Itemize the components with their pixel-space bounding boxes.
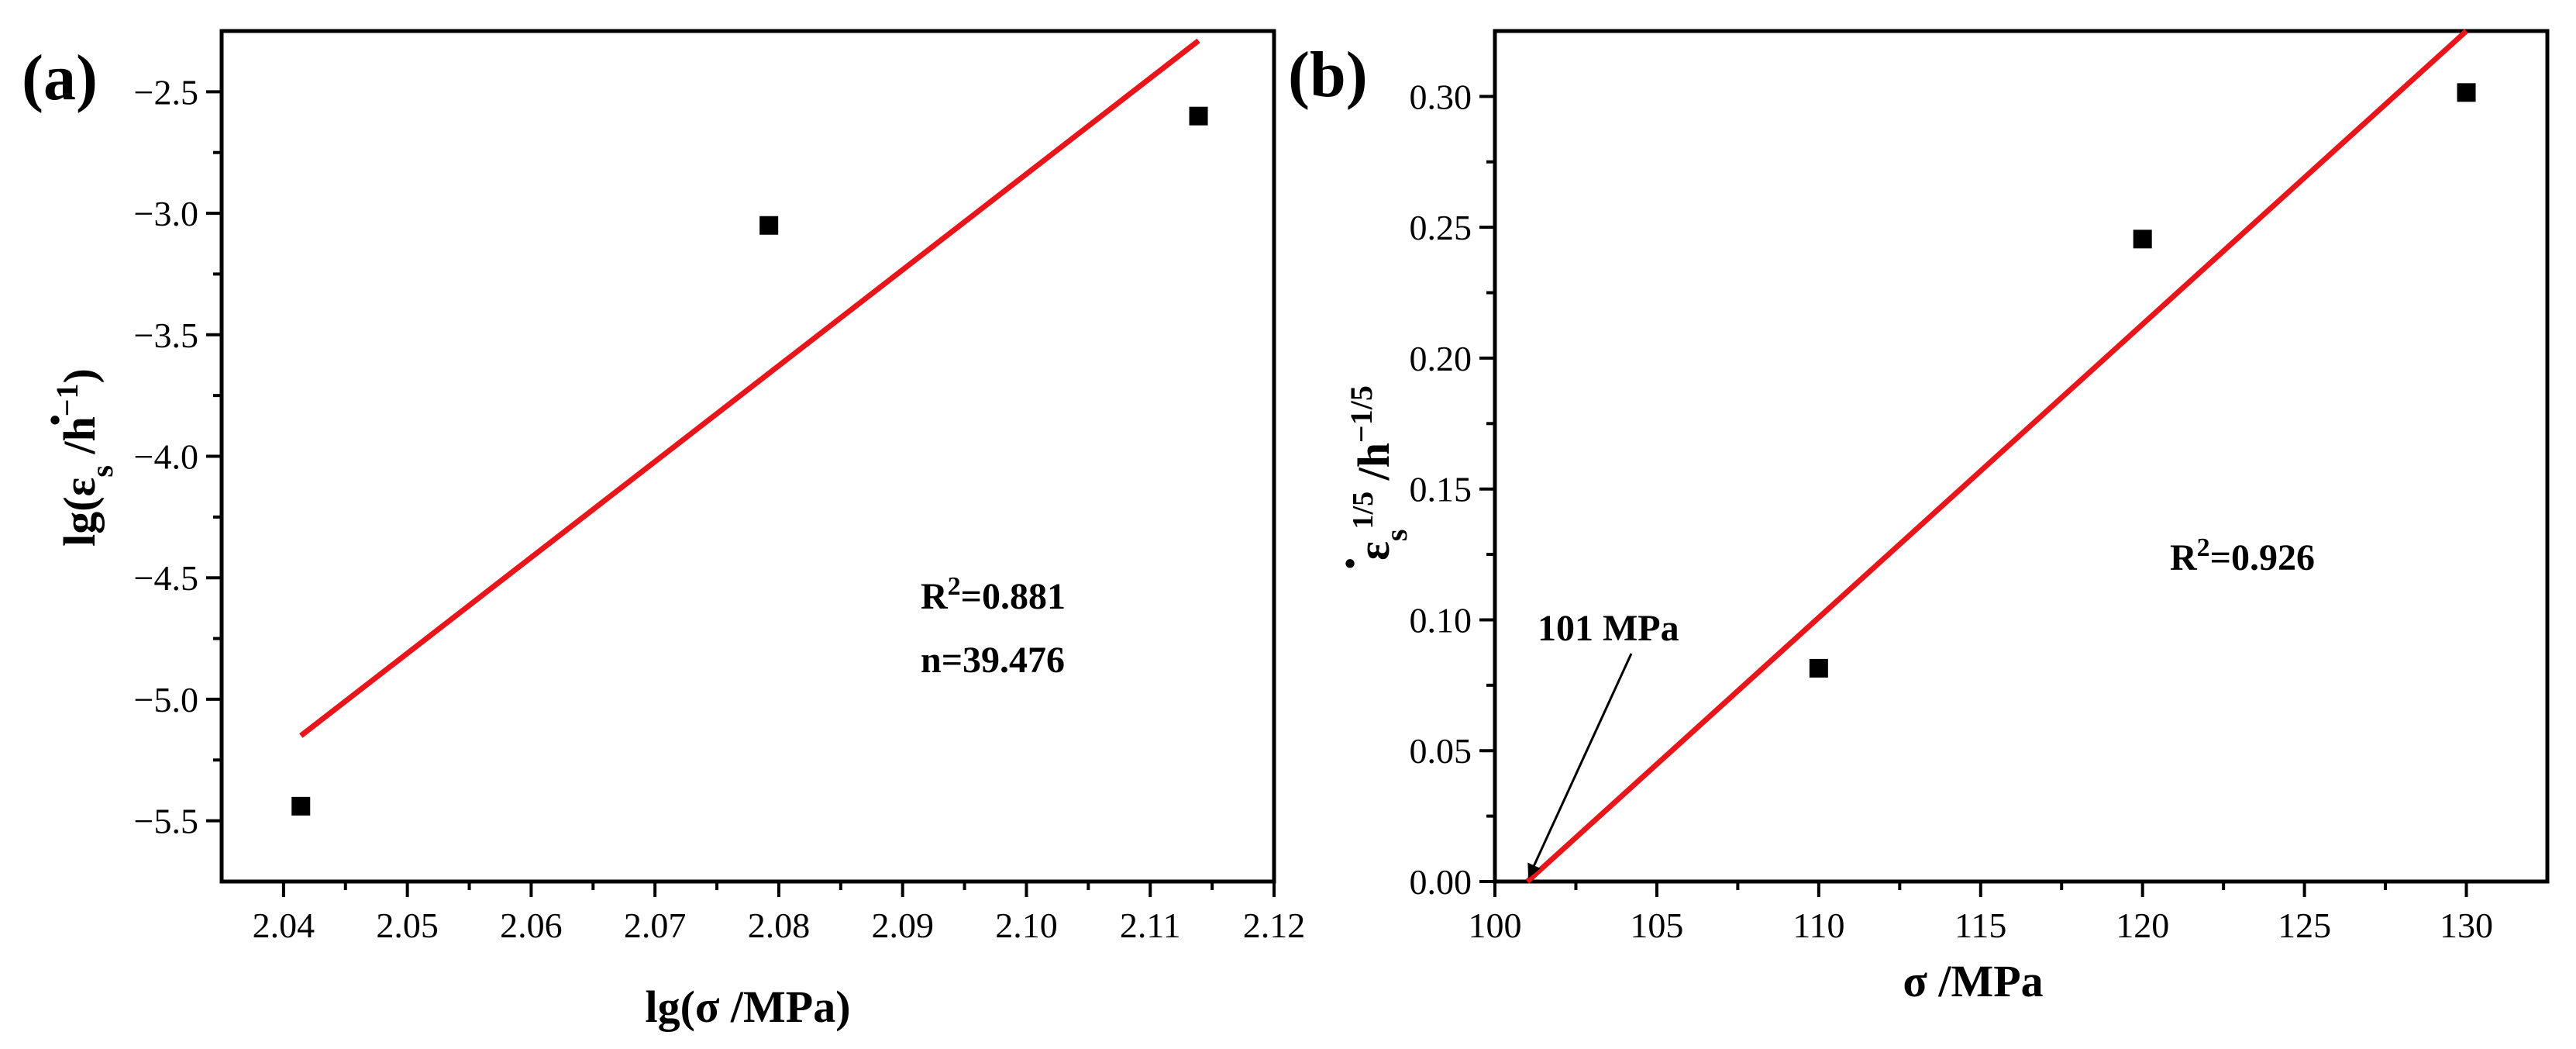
panel-b-fit-line [1525,29,2468,884]
panel-a-plot-frame [219,29,1276,884]
x-tick-label: 2.11 [1120,906,1181,945]
panel-b-x-axis-title: σ /MPa [1903,956,2043,1006]
y-tick-label: 0.25 [1410,208,1472,247]
y-tick-label: 0.15 [1410,470,1472,509]
x-tick-label: 2.09 [871,906,934,945]
data-point [291,796,311,816]
y-tick-label: 0.05 [1410,731,1472,771]
y-tick-label: 0.20 [1410,339,1472,378]
panel-a-r2-annotation: R2=0.881 [921,572,1066,618]
panel-a-y-axis-title: lg(εs /h−1) [50,368,119,547]
panel-b-ticks [1479,95,2468,897]
x-tick-label: 105 [1630,906,1683,945]
x-tick-label: 115 [1954,906,2006,945]
panel-a-data-points [291,106,1208,816]
y-tick-label: −2.5 [134,72,198,112]
panel-b-y-axis-title: εs1/5 /h−1/5 [1344,385,1414,561]
panel-b-plot-frame [1493,29,2550,884]
panel-b-tick-labels: 100 105 110 115 120 125 130 0.00 0.05 0.10 0.15 0.2… [1410,77,2494,945]
panel-a-y-axis-title-dot: · [46,391,64,450]
x-tick-label: 2.10 [995,906,1058,945]
panel-a-fit-line [299,38,1200,738]
x-tick-label: 2.07 [624,906,687,945]
x-tick-label: 2.04 [253,906,315,945]
y-tick-label: 0.00 [1410,862,1472,902]
panel-a-ticks [206,90,1276,897]
y-tick-label: −4.5 [134,558,198,598]
y-tick-label: −3.5 [134,316,198,355]
data-point [1809,658,1828,678]
panel-b-arrow [1527,653,1633,878]
data-point [1189,106,1208,126]
x-tick-label: 120 [2116,906,2169,945]
panel-b-r2-annotation: R2=0.926 [2170,533,2315,579]
panel-b-data-points [1809,83,2476,678]
panel-a-n-annotation: n=39.476 [921,640,1065,681]
x-tick-label: 2.08 [748,906,811,945]
x-tick-label: 125 [2278,906,2331,945]
panel-b-arrow-label: 101 MPa [1538,608,1679,649]
panel-b-label: (b) [1288,39,1368,111]
panel-a-x-axis-title: lg(σ /MPa) [645,982,850,1032]
y-tick-label: −4.0 [134,437,198,477]
panel-a-tick-labels: 2.04 2.05 2.06 2.07 2.08 2.09 2.10 2.11 2.12 −5.5… [134,72,1306,945]
x-tick-label: 2.06 [500,906,563,945]
panel-b: (b) 100 105 110 115 120 125 130 0.00 0.05 0.10 0.1… [1288,29,2550,1006]
data-point [2457,83,2476,102]
x-tick-label: 100 [1469,906,1522,945]
x-tick-label: 130 [2440,906,2493,945]
y-tick-label: 0.10 [1410,600,1472,640]
panel-a: (a) 2.04 2.05 2.06 2.07 2.08 2.09 2.10 2.11 2.12… [22,29,1306,1032]
x-tick-label: 110 [1793,906,1844,945]
data-point [2133,229,2152,249]
y-tick-label: 0.30 [1410,77,1472,116]
y-tick-label: −3.0 [134,194,198,233]
panel-a-label: (a) [22,42,98,114]
data-point [759,216,779,235]
x-tick-label: 2.05 [376,906,439,945]
y-tick-label: −5.5 [134,802,198,841]
panel-b-y-axis-title-dot: · [1341,534,1359,594]
y-tick-label: −5.0 [134,680,198,719]
x-tick-label: 2.12 [1243,906,1306,945]
